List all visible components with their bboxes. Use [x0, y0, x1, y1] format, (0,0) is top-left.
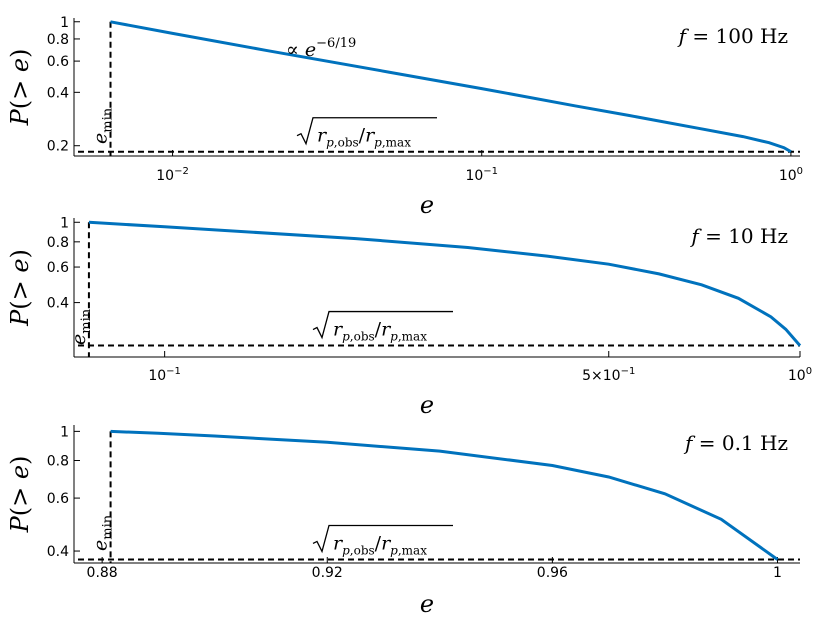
- y-tick-label: 0.4: [47, 544, 69, 560]
- x-tick-label: 10−1: [465, 166, 498, 184]
- frequency-label: f = 0.1 Hz: [683, 431, 788, 455]
- floor-label-text: rp,obs/rp,max: [333, 532, 427, 557]
- x-axis-label: e: [420, 590, 434, 618]
- y-axis-label: P(> e): [6, 456, 34, 534]
- x-tick-label: 100: [779, 166, 803, 184]
- floor-label: rp,obs/rp,max: [296, 117, 437, 150]
- x-tick-label: 5×10−1: [582, 366, 635, 384]
- y-tick-label: 1: [60, 424, 69, 440]
- x-tick-label: 0.88: [87, 565, 118, 581]
- y-axis-label: P(> e): [6, 49, 34, 127]
- floor-label-text: rp,obs/rp,max: [333, 319, 427, 344]
- x-tick-label: 0.92: [312, 565, 343, 581]
- y-tick-label: 0.8: [47, 454, 69, 470]
- sqrt-radical: [312, 524, 453, 554]
- panel-1: 0.2 0.4 0.6 0.81 10−2 10−1 100 e P(> e) emin rp,ob…: [6, 15, 803, 219]
- y-tick-label: 0.6: [47, 491, 69, 507]
- frequency-label: f = 10 Hz: [689, 224, 788, 248]
- data-curve: [110, 429, 779, 561]
- x-tick-label: 10−1: [148, 366, 181, 384]
- y-tick-label: 0.6: [47, 260, 69, 276]
- y-tick-label: 0.4: [47, 296, 69, 312]
- y-tick-label: 0.4: [47, 85, 69, 101]
- emin-label: emin: [68, 308, 94, 345]
- data-curve: [110, 20, 792, 153]
- x-tick-label: 100: [788, 366, 812, 384]
- sqrt-radical: [312, 310, 453, 340]
- y-tick-label: 0.2: [47, 139, 69, 155]
- x-tick-label: 1: [773, 565, 782, 581]
- y-tick-label: 1: [60, 215, 69, 231]
- x-axis-label: e: [420, 391, 434, 419]
- x-tick-label: 0.96: [537, 565, 568, 581]
- sqrt-radical: [296, 117, 437, 146]
- data-curve: [88, 220, 802, 347]
- floor-label-text: rp,obs/rp,max: [317, 125, 411, 150]
- y-axis-label: P(> e): [6, 249, 34, 327]
- floor-label: rp,obs/rp,max: [312, 310, 453, 344]
- panel-3: 0.4 0.6 0.8 1 0.88 0.92 0.96 1 e P(> e) emin rp,obs…: [6, 424, 800, 618]
- x-axis-label: e: [420, 191, 434, 219]
- y-tick-label: 1: [60, 15, 69, 31]
- emin-label: emin: [90, 514, 116, 551]
- x-tick-label: 10−2: [156, 166, 189, 184]
- panel-2: 0.4 0.6 0.8 1 10−1 5×10−1 100 e P(> e) emin rp,obs…: [6, 215, 812, 419]
- emin-label: emin: [90, 107, 116, 144]
- slope-annotation: ∝ e−6/19: [286, 36, 356, 61]
- frequency-label: f = 100 Hz: [677, 24, 788, 48]
- y-tick-label: 0.6: [47, 54, 69, 70]
- y-tick-label: 0.8: [47, 235, 69, 251]
- y-tick-label: 0.8: [47, 32, 69, 48]
- floor-label: rp,obs/rp,max: [312, 524, 453, 557]
